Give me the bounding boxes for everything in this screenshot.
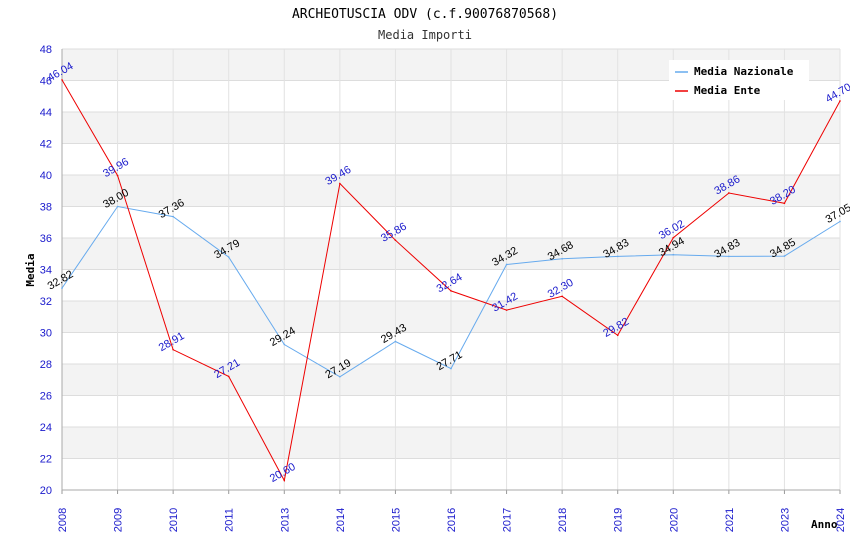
legend-label-ente: Media Ente <box>694 84 761 97</box>
data-point-nazionale <box>116 205 119 208</box>
x-tick-label: 2013 <box>279 508 291 532</box>
data-point-nazionale <box>61 287 63 289</box>
x-tick-label: 2010 <box>168 508 180 532</box>
data-label-ente: 28.91 <box>157 330 187 354</box>
y-tick-label: 20 <box>40 485 52 497</box>
data-point-nazionale <box>616 255 619 258</box>
data-point-ente <box>839 100 841 102</box>
x-tick-label: 2020 <box>668 508 680 532</box>
y-tick-label: 36 <box>40 233 52 245</box>
data-label-ente: 20.60 <box>268 461 298 485</box>
y-tick-label: 40 <box>40 170 52 182</box>
data-point-ente <box>283 479 286 482</box>
x-tick-label: 2011 <box>224 508 236 532</box>
x-tick-label: 2023 <box>779 508 791 532</box>
y-tick-label: 38 <box>40 202 52 214</box>
data-point-ente <box>172 348 174 351</box>
y-tick-label: 44 <box>40 107 52 119</box>
x-tick-label: 2009 <box>113 508 125 532</box>
data-point-ente <box>450 290 452 292</box>
chart-subtitle: Media Importi <box>378 28 472 42</box>
data-point-ente <box>61 79 63 81</box>
y-tick-label: 46 <box>40 76 52 88</box>
data-point-nazionale <box>339 375 341 378</box>
chart-title: ARCHEOTUSCIA ODV (c.f.90076870568) <box>292 7 558 22</box>
x-tick-label: 2019 <box>613 508 625 532</box>
legend-label-nazionale: Media Nazionale <box>694 65 794 78</box>
data-point-ente <box>561 295 563 298</box>
y-axis-label: Media <box>24 253 37 286</box>
data-label-ente: 44.70 <box>824 81 850 105</box>
data-point-nazionale <box>283 343 286 346</box>
legend: Media Nazionale Media Ente <box>669 60 809 100</box>
data-point-ente <box>505 309 508 311</box>
x-tick-label: 2016 <box>446 508 458 532</box>
y-tick-label: 22 <box>40 454 52 466</box>
data-point-ente <box>394 239 397 242</box>
y-tick-label: 42 <box>40 139 52 151</box>
x-tick-label: 2014 <box>335 508 347 532</box>
y-tick-label: 34 <box>40 265 52 277</box>
data-point-ente <box>339 182 341 185</box>
data-point-ente <box>728 192 730 194</box>
data-point-nazionale <box>450 367 452 370</box>
data-point-ente <box>616 334 619 337</box>
x-tick-label: 2017 <box>502 508 514 532</box>
x-tick-label: 2018 <box>557 508 569 532</box>
y-tick-label: 24 <box>40 422 52 434</box>
data-point-nazionale <box>839 220 841 223</box>
data-point-ente <box>783 202 786 205</box>
data-point-nazionale <box>672 253 675 256</box>
y-tick-label: 48 <box>40 44 52 56</box>
y-tick-label: 30 <box>40 328 52 340</box>
data-point-ente <box>672 236 675 239</box>
y-tick-label: 32 <box>40 296 52 308</box>
data-point-nazionale <box>394 340 397 343</box>
data-point-nazionale <box>505 263 508 266</box>
x-tick-label: 2021 <box>724 508 736 532</box>
legend-box <box>669 60 809 100</box>
x-axis-label: Anno <box>811 518 838 531</box>
data-point-ente <box>227 375 230 378</box>
x-tick-label: 2008 <box>57 508 69 532</box>
y-tick-label: 28 <box>40 359 52 371</box>
data-point-ente <box>116 174 119 177</box>
x-tick-label: 2024 <box>835 508 847 532</box>
data-point-nazionale <box>227 256 230 258</box>
data-point-nazionale <box>783 255 786 257</box>
data-label-ente: 32.64 <box>435 271 465 295</box>
data-point-nazionale <box>728 255 730 258</box>
data-point-nazionale <box>172 215 174 218</box>
data-point-nazionale <box>561 257 563 260</box>
x-tick-label: 2015 <box>390 508 402 532</box>
y-tick-label: 26 <box>40 391 52 403</box>
